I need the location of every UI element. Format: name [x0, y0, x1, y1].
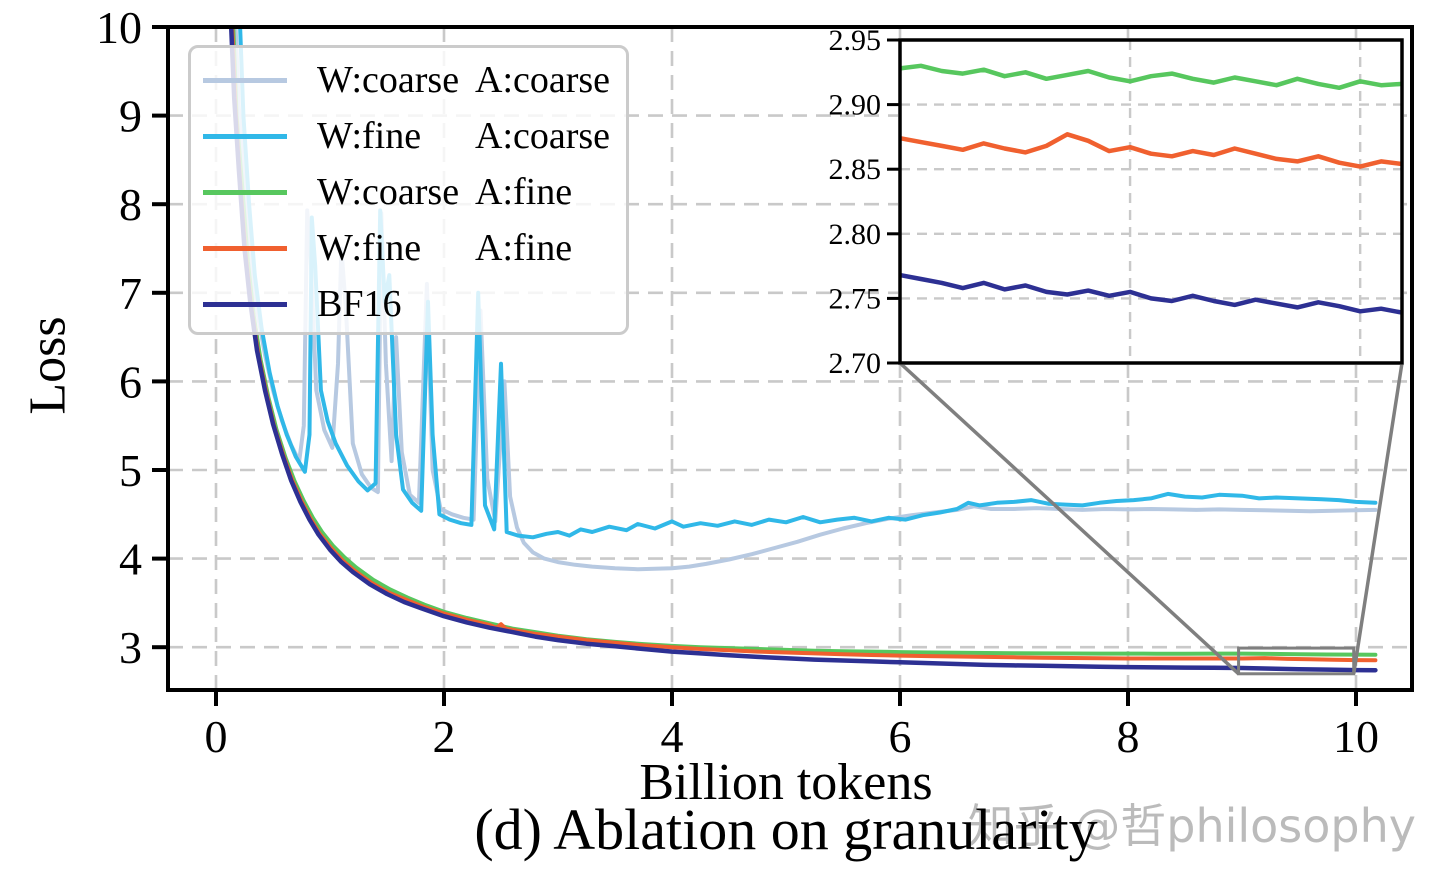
inset-plot: 2.70 2.75 2.80 2.85 2.90 2.95	[829, 24, 1404, 380]
series-bf16	[228, 27, 1378, 673]
zoom-connector-right	[1351, 362, 1404, 675]
x-tick-label: 4	[661, 711, 684, 762]
legend-label-a: A:coarse	[475, 59, 611, 101]
inset-background	[898, 38, 1404, 365]
x-tick-label: 0	[205, 711, 228, 762]
legend-line-sample	[203, 301, 287, 307]
zoom-source-rect	[1237, 646, 1356, 676]
inset-y-tick-label: 2.70	[829, 347, 882, 380]
y-tick-label: 8	[119, 179, 142, 230]
y-tick-label: 3	[119, 622, 142, 673]
legend-item: W:fine A:coarse	[191, 108, 626, 164]
inset-series-bf16	[899, 272, 1403, 315]
series-w-fine-a-coarse	[238, 27, 1378, 540]
inset-series-w-coarse-a-fine	[899, 63, 1403, 91]
x-axis-title: Billion tokens	[639, 754, 933, 811]
y-tick-label: 4	[119, 534, 142, 585]
inset-series-w-fine-a-fine	[899, 132, 1403, 169]
y-axis-title: Loss	[19, 316, 77, 415]
legend-label-a: A:fine	[475, 227, 573, 269]
inset-frame	[898, 38, 1404, 365]
inset-y-tick-label: 2.95	[829, 24, 882, 57]
x-tick-label: 8	[1117, 711, 1140, 762]
legend-label-w: W:coarse	[317, 171, 460, 213]
legend-label-w: W:fine	[317, 115, 422, 157]
legend-label-a: A:fine	[475, 171, 573, 213]
legend-line-sample	[203, 189, 287, 195]
inset-tick-labels: 2.70 2.75 2.80 2.85 2.90 2.95	[829, 24, 882, 380]
inset-y-tick-label: 2.75	[829, 282, 882, 315]
x-tick-label: 2	[433, 711, 456, 762]
y-tick-label: 6	[119, 356, 142, 407]
axis-tick-labels: 0 2 4 6 8 10 3 4 5 6 7 8 9 10	[96, 2, 1379, 762]
y-tick-label: 9	[119, 91, 142, 142]
legend-line-sample	[203, 133, 287, 139]
legend-item: BF16	[191, 276, 626, 332]
legend-label-w: BF16	[317, 283, 402, 325]
y-tick-label: 7	[119, 268, 142, 319]
y-tick-label: 5	[119, 445, 142, 496]
legend-label-a: A:coarse	[475, 115, 611, 157]
zoom-indicator	[898, 361, 1404, 676]
legend-line-sample	[203, 77, 287, 83]
legend-label-w: W:coarse	[317, 59, 460, 101]
loss-curves	[228, 27, 1378, 673]
inset-gridlines	[900, 40, 1402, 363]
inset-y-tick-label: 2.90	[829, 89, 882, 122]
y-tick-label: 10	[96, 2, 142, 53]
x-tick-label: 6	[889, 711, 912, 762]
zoom-connector-left	[898, 361, 1240, 676]
x-tick-label: 10	[1333, 711, 1379, 762]
inset-y-tick-label: 2.80	[829, 218, 882, 251]
axes-frame	[166, 25, 1414, 692]
legend-item: W:coarse A:coarse	[191, 52, 626, 108]
inset-curves	[899, 63, 1403, 315]
watermark: 知乎 @哲philosophy	[967, 799, 1416, 853]
legend-label-w: W:fine	[317, 227, 422, 269]
legend-item: W:coarse A:fine	[191, 164, 626, 220]
legend-line-sample	[203, 245, 287, 251]
inset-ticks	[887, 38, 899, 365]
inset-y-tick-label: 2.85	[829, 153, 882, 186]
legend-item: W:fine A:fine	[191, 220, 626, 276]
axis-ticks	[152, 25, 1358, 706]
legend: W:coarse A:coarse W:fine A:coarse W:coar…	[188, 45, 629, 335]
